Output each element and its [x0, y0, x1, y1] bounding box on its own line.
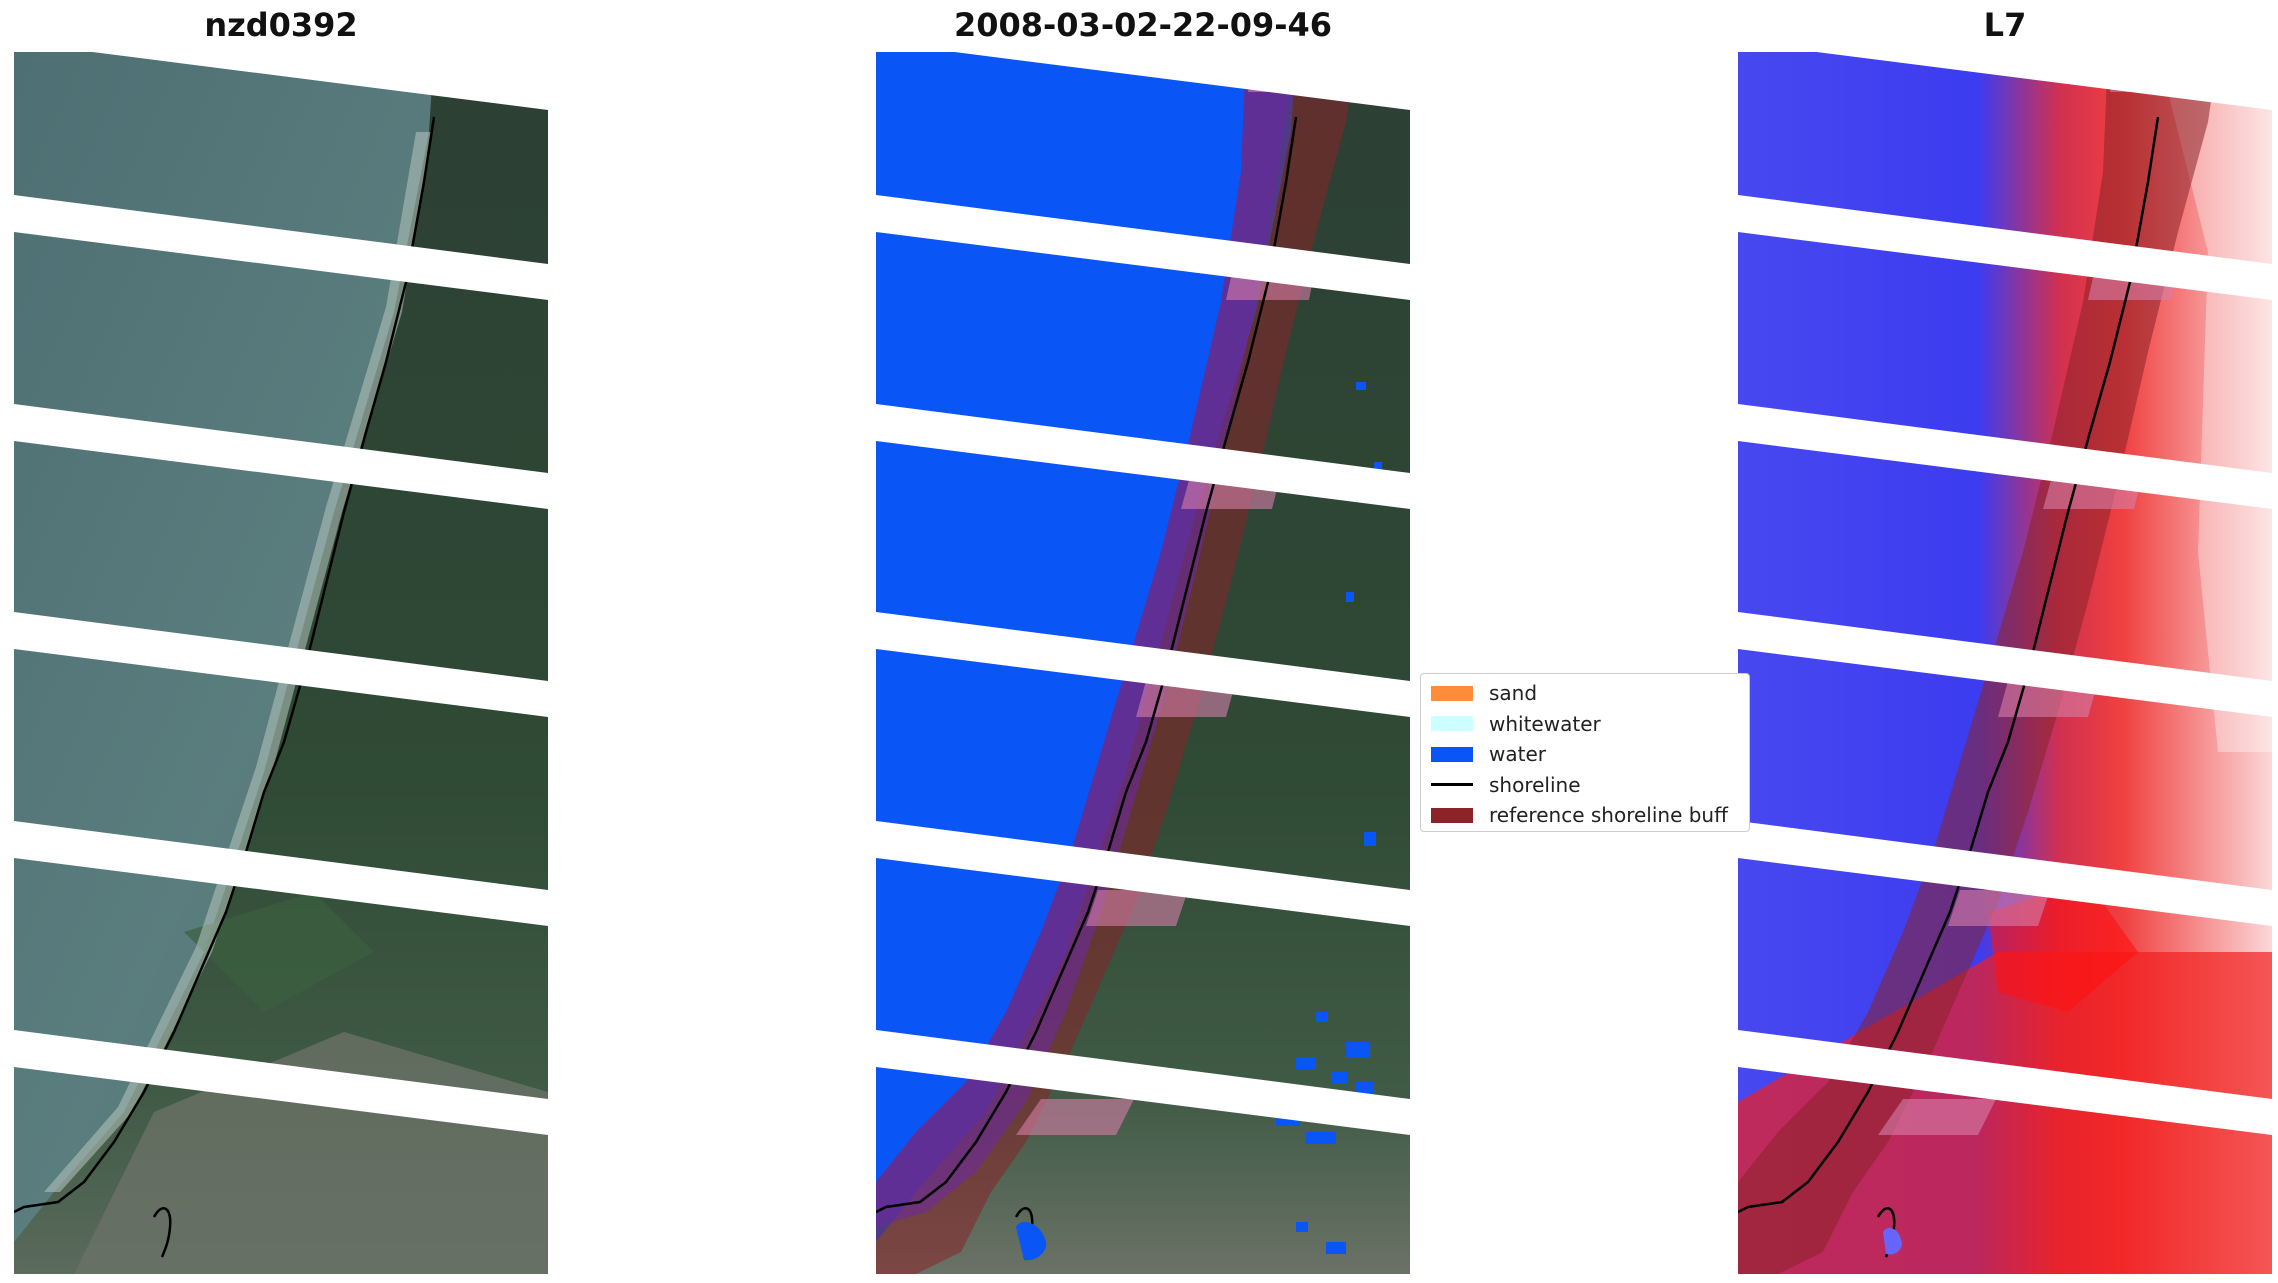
buffer-swatch	[1431, 807, 1473, 823]
scan-line-gaps	[14, 52, 548, 1135]
rgb-image	[14, 52, 548, 1274]
legend-item-shoreline: shoreline	[1431, 770, 1749, 801]
legend-label: shoreline	[1489, 772, 1581, 797]
panel-title-classified: 2008-03-02-22-09-46	[953, 6, 1333, 44]
classified-image	[876, 52, 1410, 1274]
panel-title-rgb: nzd0392	[204, 6, 358, 44]
legend-label: water	[1489, 742, 1546, 767]
legend-item-water: water	[1431, 739, 1749, 770]
index-image	[1738, 52, 2272, 1274]
legend-label: reference shoreline buff	[1489, 803, 1728, 828]
water-swatch	[1431, 746, 1473, 762]
legend: sand whitewater water shoreline referenc…	[1420, 673, 1750, 832]
whitewater-swatch	[1431, 716, 1473, 732]
classified-image-panel	[876, 52, 1410, 1274]
sand-swatch	[1431, 685, 1473, 701]
legend-item-sand: sand	[1431, 678, 1749, 709]
legend-item-buffer: reference shoreline buff	[1431, 800, 1749, 831]
index-image-panel	[1738, 52, 2272, 1274]
legend-label: whitewater	[1489, 711, 1601, 736]
legend-item-whitewater: whitewater	[1431, 709, 1749, 740]
legend-label: sand	[1489, 681, 1538, 706]
panel-title-index: L7	[1983, 6, 2027, 44]
rgb-image-panel	[14, 52, 548, 1274]
shoreline-line-swatch	[1431, 783, 1473, 787]
shoreline-trace	[14, 116, 436, 1214]
